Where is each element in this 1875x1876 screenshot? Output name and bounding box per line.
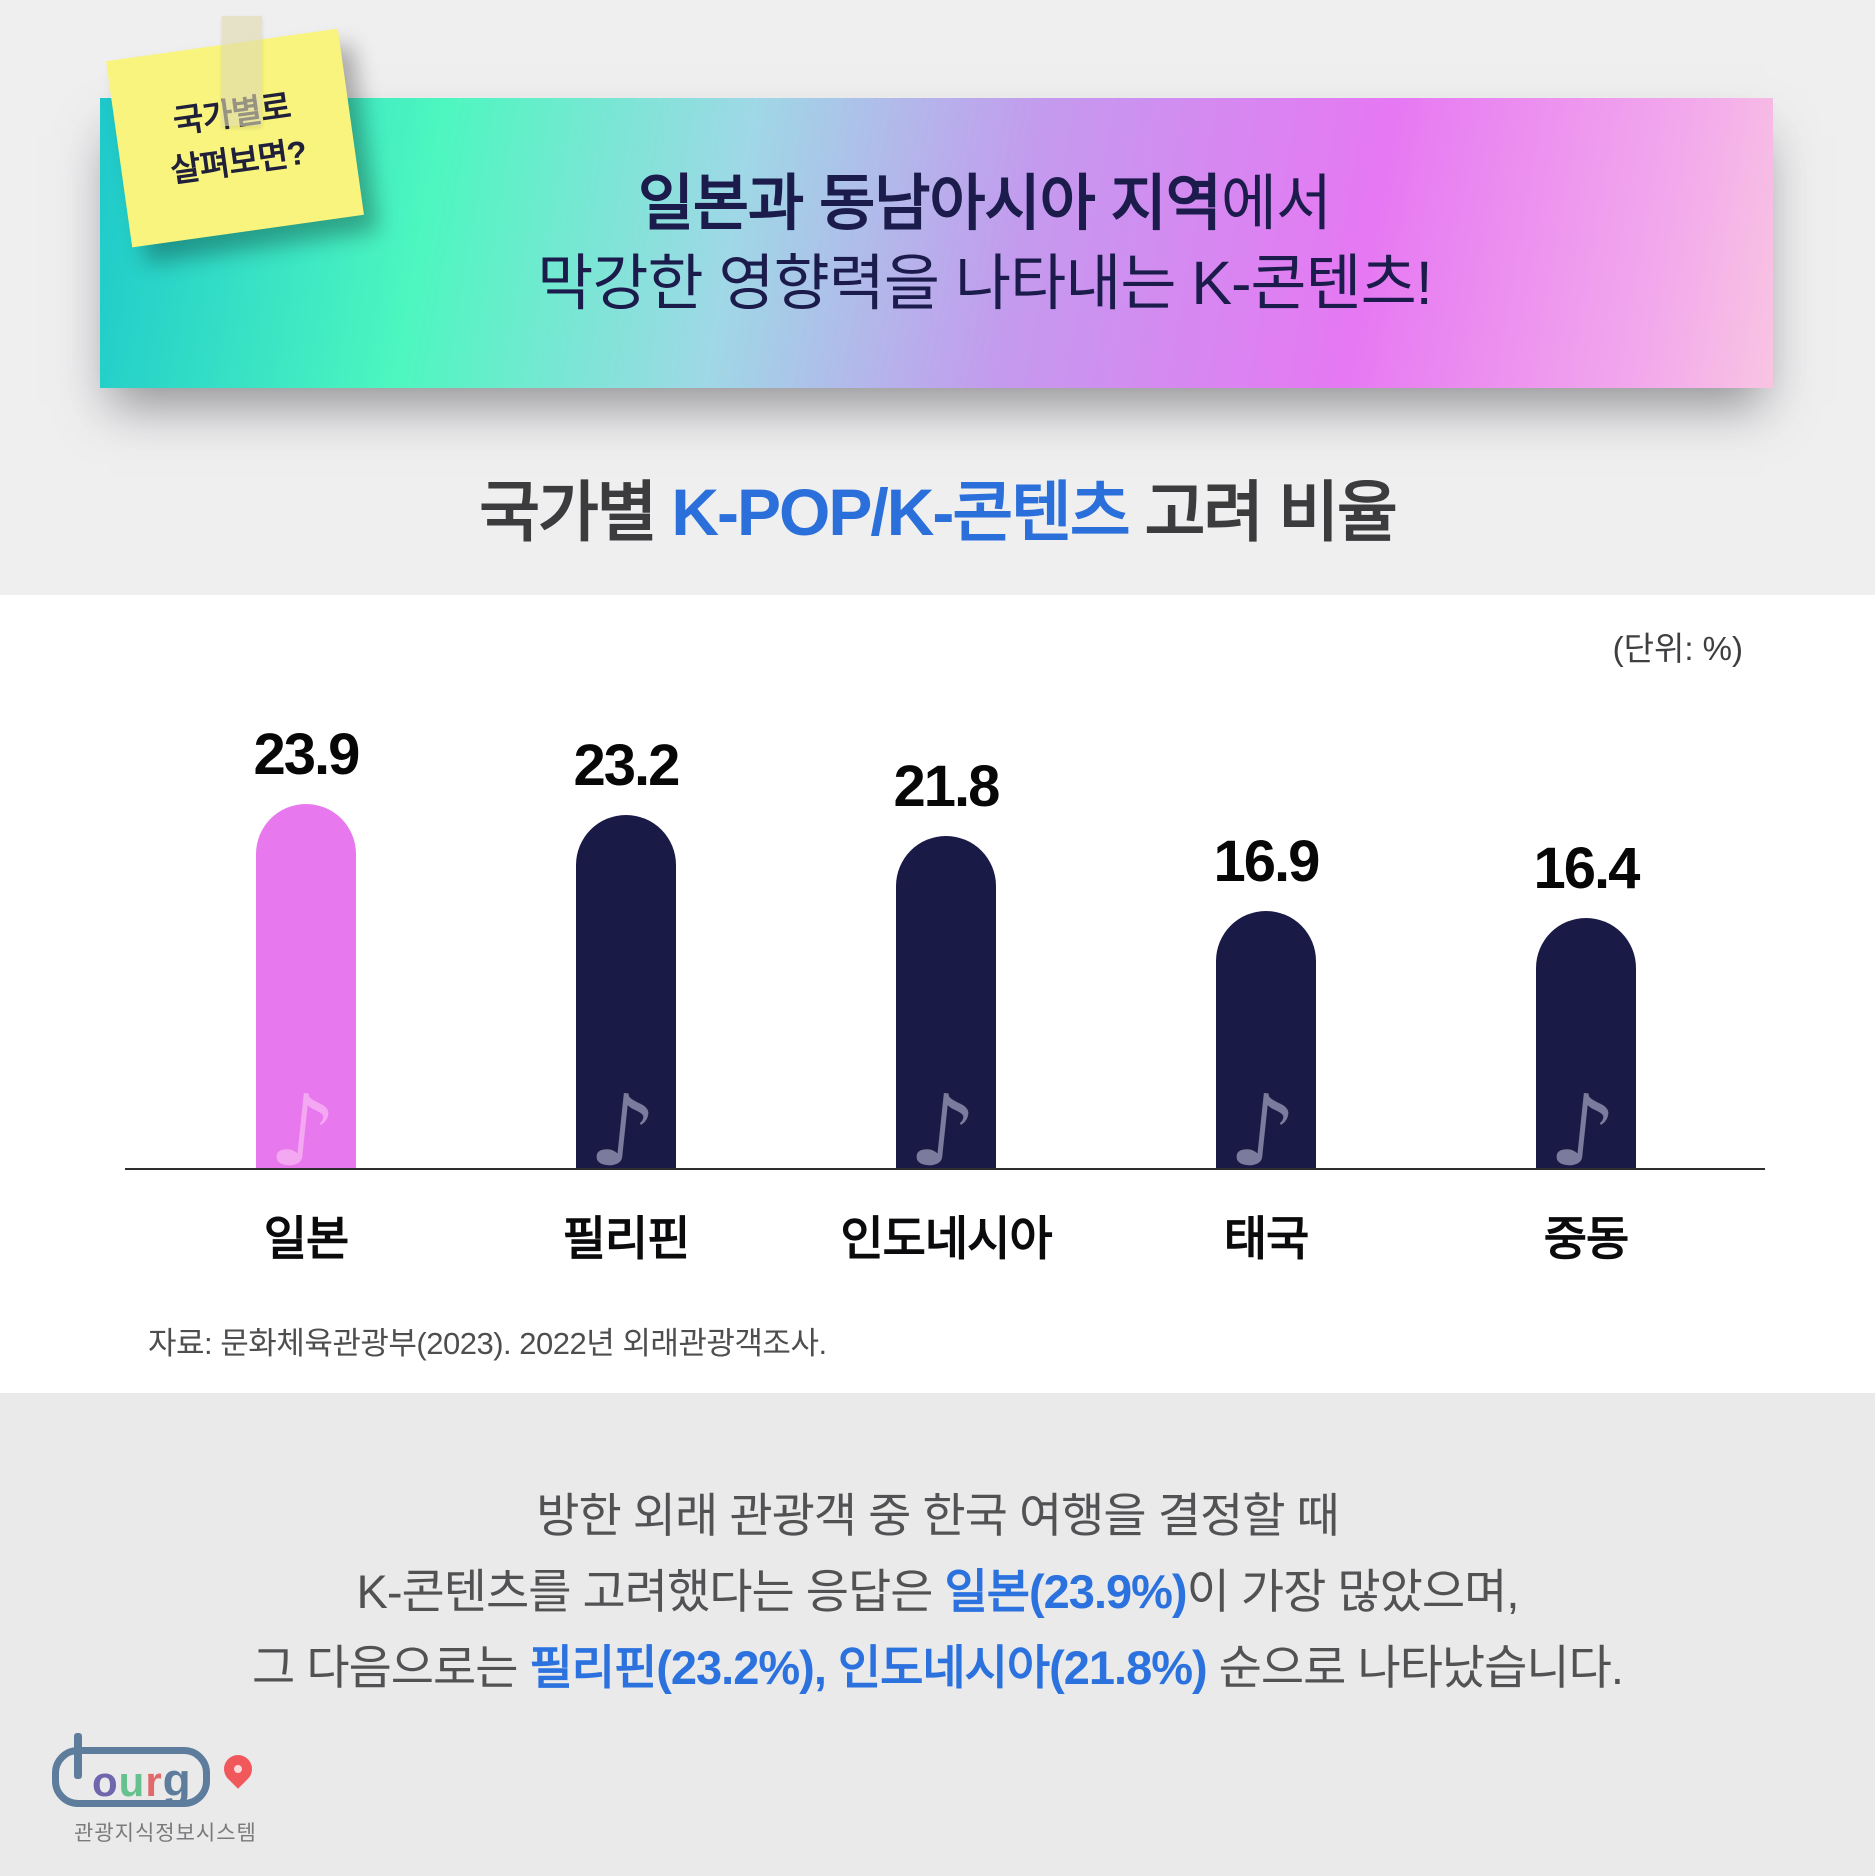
- logo-caption: 관광지식정보시스템: [74, 1822, 257, 1845]
- tape-decoration: [222, 16, 262, 126]
- summary-line1: 방한 외래 관광객 중 한국 여행을 결정할 때: [536, 1489, 1340, 1542]
- bar-value-label: 16.9: [1213, 829, 1321, 894]
- banner-title-line2: 막강한 영향력을 나타내는 K-콘텐츠!: [537, 249, 1432, 317]
- location-pin-icon: [218, 1749, 258, 1789]
- unit-label: (단위: %): [1612, 630, 1743, 667]
- bar: ♪: [1216, 911, 1316, 1193]
- bar-label: 중동: [1543, 1212, 1629, 1265]
- bar-label: 인도네시아: [840, 1212, 1052, 1265]
- summary-line2-post: 이 가장 많았으며,: [1186, 1565, 1520, 1619]
- bar-value-label: 21.8: [893, 754, 1001, 819]
- bar-group: 16.4 ♪: [1476, 836, 1696, 1194]
- banner-title-bold: 일본과 동남아시아 지역: [637, 168, 1222, 237]
- summary-line3: 그 다음으로는 필리핀(23.2%), 인도네시아(21.8%) 순으로 나타났습니다…: [0, 1630, 1875, 1706]
- bar-label: 필리핀: [562, 1212, 691, 1265]
- chart-title-highlight: K-POP/K-콘텐츠: [671, 475, 1130, 549]
- summary-text: 방한 외래 관광객 중 한국 여행을 결정할 때 K-콘텐츠를 고려했다는 응답…: [0, 1478, 1875, 1706]
- logo-letter-g: g: [162, 1754, 192, 1806]
- bar-group: 23.2 ♪: [516, 733, 736, 1194]
- chart-title-suffix: 고려 비율: [1144, 475, 1398, 549]
- bar: ♪: [896, 836, 996, 1193]
- logo-letter-u: u: [118, 1758, 146, 1805]
- bar: ♪: [1536, 918, 1636, 1193]
- summary-line3-highlight1: 필리핀(23.2%),: [529, 1641, 827, 1695]
- header-banner: 일본과 동남아시아 지역에서 막강한 영향력을 나타내는 K-콘텐츠!: [100, 98, 1773, 388]
- logo-letter-r: r: [145, 1758, 163, 1805]
- summary-line2-pre: K-콘텐츠를 고려했다는 응답은: [356, 1565, 934, 1619]
- bar-label: 태국: [1223, 1212, 1309, 1265]
- logo-frame: [52, 1747, 210, 1807]
- bar: ♪: [256, 804, 356, 1193]
- bar-label: 일본: [263, 1212, 349, 1265]
- logo-letter-o: o: [92, 1758, 119, 1805]
- bar: ♪: [576, 815, 676, 1193]
- logo-letters: ourg: [92, 1757, 192, 1803]
- summary-line3-pre: 그 다음으로는: [252, 1641, 518, 1695]
- x-axis-line: [125, 1168, 1765, 1170]
- banner-title-regular: 에서: [1220, 168, 1332, 237]
- chart-title-prefix: 국가별: [479, 475, 657, 549]
- logo-letter-t: [74, 1733, 82, 1779]
- summary-line3-highlight2: 인도네시아(21.8%): [837, 1641, 1208, 1695]
- bar-value-label: 16.4: [1533, 836, 1641, 901]
- summary-line3-post: 순으로 나타났습니다.: [1218, 1641, 1624, 1695]
- summary-line2-highlight: 일본(23.9%): [944, 1565, 1188, 1619]
- tourgo-logo: ourg 관광지식정보시스템: [52, 1733, 372, 1863]
- bottom-section-background: [0, 1393, 1875, 1876]
- bar-group: 23.9 ♪: [196, 722, 416, 1194]
- bar-group: 21.8 ♪: [836, 754, 1056, 1194]
- banner-title-line1: 일본과 동남아시아 지역에서: [637, 168, 1332, 237]
- bar-value-label: 23.2: [573, 733, 681, 798]
- bar-group: 16.9 ♪: [1156, 829, 1376, 1194]
- summary-line2: K-콘텐츠를 고려했다는 응답은 일본(23.9%)이 가장 많았으며,: [0, 1554, 1875, 1630]
- bar-value-label: 23.9: [253, 722, 361, 787]
- source-note: 자료: 문화체육관광부(2023). 2022년 외래관광객조사.: [148, 1326, 827, 1361]
- chart-title: 국가별 K-POP/K-콘텐츠 고려 비율: [0, 476, 1875, 549]
